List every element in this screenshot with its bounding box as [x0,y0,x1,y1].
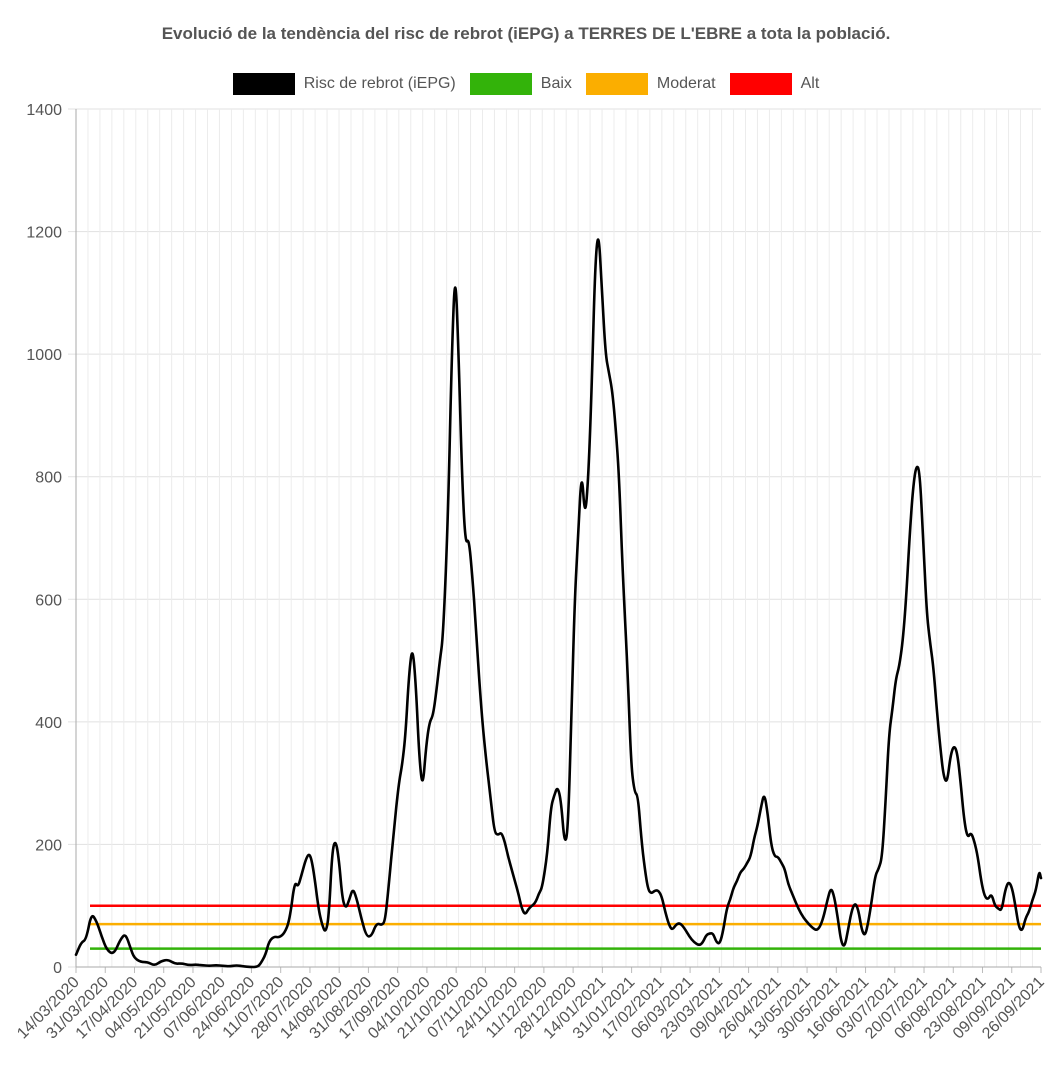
legend-item-alt[interactable]: Alt [729,73,820,95]
legend-item-moderat[interactable]: Moderat [585,73,716,95]
chart-title: Evolució de la tendència del risc de reb… [161,24,891,43]
y-tick-label: 800 [35,470,62,487]
data-series [74,238,1043,969]
x-tick-labels: 14/03/202031/03/202017/04/202004/05/2020… [14,974,1048,1043]
series-line-iepg[interactable] [74,238,1043,969]
legend-swatch-moderat [585,73,648,95]
legend-item-baix[interactable]: Baix [469,73,572,95]
legend-label-baix: Baix [540,75,572,92]
legend: Risc de rebrot (iEPG) Baix Moderat Alt [0,73,1052,95]
legend-swatch-alt [729,73,792,95]
y-tick-label: 1400 [26,102,62,119]
grid-lines [68,108,1041,968]
y-tick-label: 1200 [26,225,62,242]
legend-swatch-baix [469,73,532,95]
legend-label-iepg: Risc de rebrot (iEPG) [303,75,456,92]
legend-label-alt: Alt [800,75,820,92]
legend-item-iepg[interactable]: Risc de rebrot (iEPG) [232,73,456,95]
threshold-lines [90,904,1041,950]
y-tick-labels: 0 200 400 600 800 1000 1200 1400 [26,102,62,977]
y-tick-label: 0 [53,960,62,977]
y-tick-label: 1000 [26,347,62,364]
y-tick-label: 200 [35,837,62,854]
y-tick-label: 400 [35,715,62,732]
legend-label-moderat: Moderat [656,75,716,92]
y-tick-label: 600 [35,592,62,609]
axes [75,109,1042,973]
legend-swatch-iepg [232,73,295,95]
